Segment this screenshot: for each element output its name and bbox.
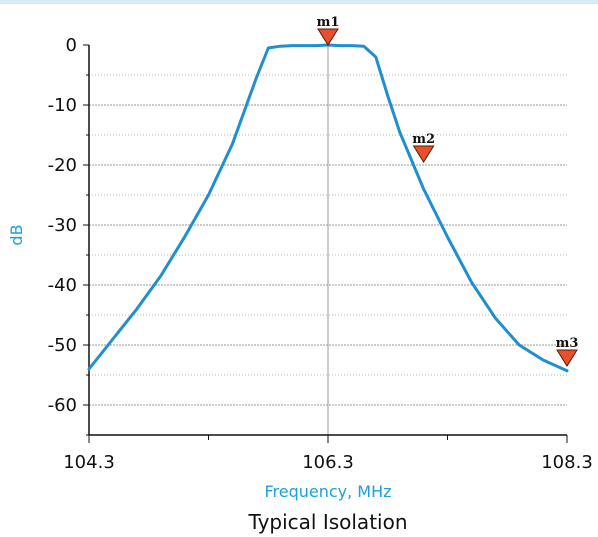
x-tick-labels: 104.3 106.3 108.3: [63, 452, 593, 473]
top-accent-bar: [0, 0, 598, 4]
y-tick-label: -20: [48, 155, 77, 176]
marker-m3-triangle: [556, 349, 578, 367]
chart-caption: Typical Isolation: [247, 510, 407, 534]
y-tick-label: 0: [66, 35, 77, 56]
marker-m3-label: m3: [556, 336, 579, 351]
marker-m1-label: m1: [317, 15, 340, 30]
marker-m2-triangle: [412, 145, 435, 163]
y-tick-label: -10: [48, 95, 77, 116]
y-tick-label: -60: [48, 395, 77, 416]
y-tick-label: -50: [48, 335, 77, 356]
x-tick-label: 108.3: [541, 452, 593, 473]
x-tick-label: 104.3: [63, 452, 115, 473]
marker-m1-triangle: [317, 28, 339, 46]
y-tick-label: -40: [48, 275, 77, 296]
grid-layer: [89, 45, 567, 435]
marker-layer: m1 m2 m3: [317, 15, 579, 367]
x-tick-label: 106.3: [302, 452, 354, 473]
y-axis-title: dB: [7, 224, 26, 245]
y-tick-label: -30: [48, 215, 77, 236]
y-tick-labels: 0 -10 -20 -30 -40 -50 -60: [48, 35, 77, 416]
x-axis-title: Frequency, MHz: [264, 482, 391, 501]
marker-m2-label: m2: [412, 132, 435, 147]
